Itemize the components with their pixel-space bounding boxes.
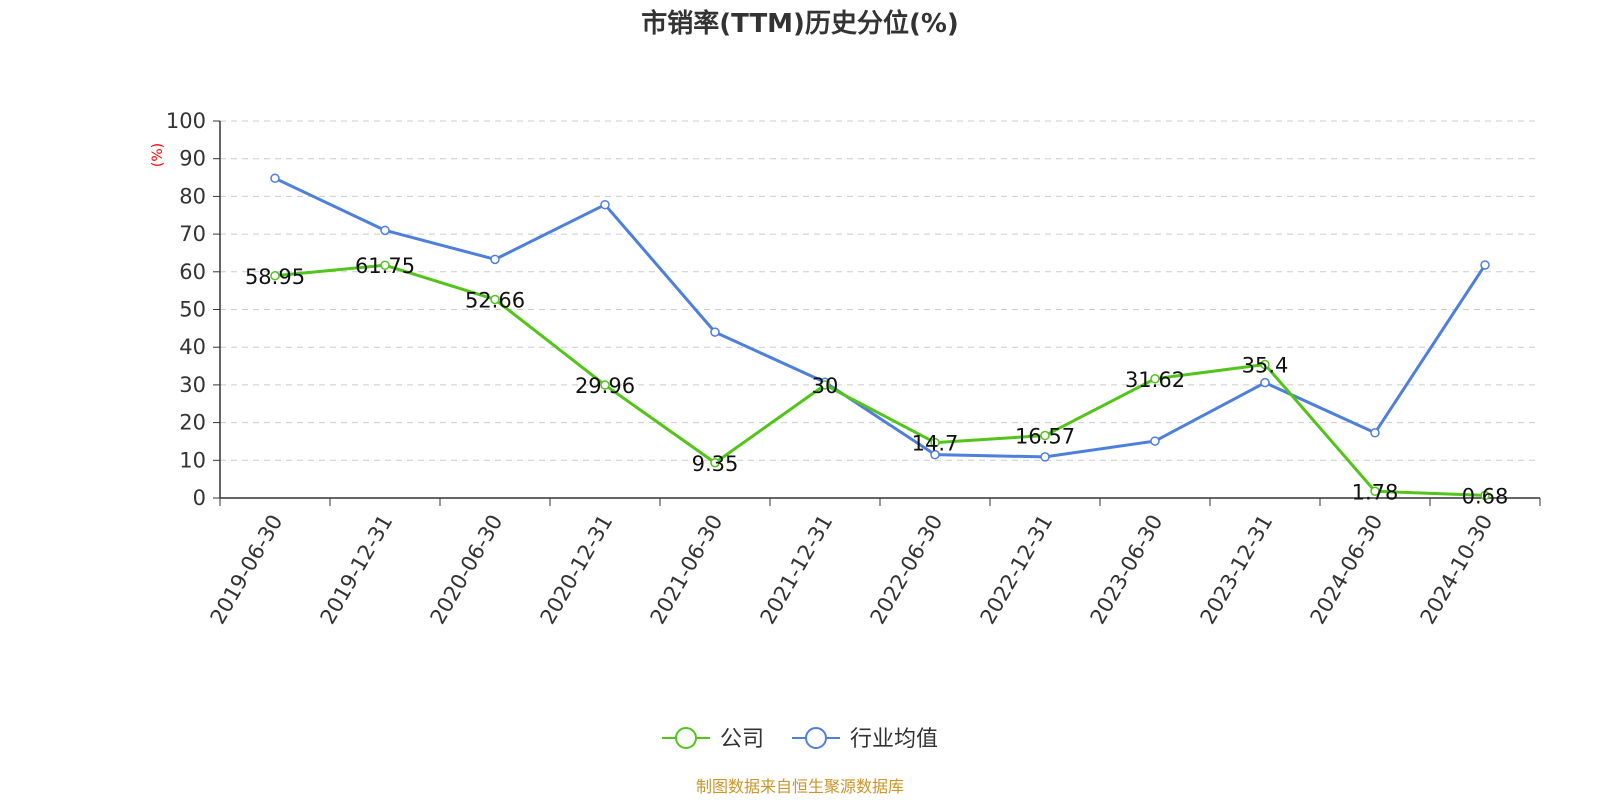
x-tick-label: 2024-10-30 xyxy=(1416,511,1498,629)
y-tick-label: 0 xyxy=(193,486,206,510)
x-tick-label: 2020-06-30 xyxy=(426,511,508,629)
data-point[interactable] xyxy=(600,380,610,390)
y-tick-label: 10 xyxy=(179,448,206,472)
y-tick-label: 30 xyxy=(179,373,206,397)
data-point[interactable] xyxy=(820,380,830,390)
x-tick-label: 2019-06-30 xyxy=(206,511,288,629)
y-axis-label: (%) xyxy=(150,143,166,167)
data-label: 31.62 xyxy=(1125,368,1185,392)
data-label: 58.95 xyxy=(245,265,305,289)
x-tick-label: 2019-12-31 xyxy=(316,511,398,629)
legend-label: 公司 xyxy=(720,727,764,752)
x-tick-label: 2023-06-30 xyxy=(1086,511,1168,629)
data-point[interactable] xyxy=(1370,428,1380,438)
x-tick-label: 2022-06-30 xyxy=(866,511,948,629)
y-tick-label: 60 xyxy=(179,260,206,284)
x-tick-label: 2023-12-31 xyxy=(1196,511,1278,629)
data-label: 0.68 xyxy=(1462,484,1509,508)
x-tick-label: 2021-06-30 xyxy=(646,511,728,629)
data-point[interactable] xyxy=(270,271,280,281)
data-label: 14.7 xyxy=(912,432,959,456)
data-label: 29.96 xyxy=(575,374,635,398)
grid xyxy=(220,120,1540,461)
data-point[interactable] xyxy=(380,225,390,236)
data-label: 35.4 xyxy=(1242,354,1289,378)
y-tick-label: 20 xyxy=(179,411,206,435)
data-point[interactable] xyxy=(490,254,500,265)
legend[interactable]: 公司 行业均值 xyxy=(662,727,938,752)
y-tick-label: 90 xyxy=(179,147,206,171)
data-point[interactable] xyxy=(930,449,940,460)
data-labels: 58.95 61.75 52.66 29.96 9.35 30 14.7 16.57 31.62… xyxy=(245,254,1508,508)
data-point[interactable] xyxy=(710,458,720,468)
data-label: 1.78 xyxy=(1352,480,1399,504)
data-label: 61.75 xyxy=(355,254,415,278)
y-tick-label: 100 xyxy=(166,109,206,133)
data-point[interactable] xyxy=(930,437,940,448)
legend-label: 行业均值 xyxy=(850,727,938,752)
data-point[interactable] xyxy=(1480,490,1490,501)
legend-marker xyxy=(675,727,697,749)
axes: 0 10 20 30 40 50 60 70 80 90 100 2019-06-30 2019-12-… xyxy=(166,109,1541,629)
data-point[interactable] xyxy=(600,199,610,210)
y-tick-label: 80 xyxy=(179,184,206,208)
data-point[interactable] xyxy=(1370,486,1380,497)
data-point[interactable] xyxy=(1150,374,1160,384)
y-tick-label: 40 xyxy=(179,335,206,359)
data-label: 30 xyxy=(812,374,839,398)
x-tick-label: 2024-06-30 xyxy=(1306,511,1388,629)
series-line-1 xyxy=(274,176,1487,459)
x-tick-label: 2020-12-31 xyxy=(536,511,618,629)
data-point[interactable] xyxy=(490,294,500,305)
data-point[interactable] xyxy=(1260,359,1270,370)
legend-item-0[interactable]: 公司 xyxy=(662,727,764,752)
data-point[interactable] xyxy=(1040,430,1050,441)
data-point[interactable] xyxy=(270,173,280,184)
data-point[interactable] xyxy=(710,327,720,337)
data-label: 16.57 xyxy=(1015,425,1075,449)
x-tick-label: 2021-12-31 xyxy=(756,511,838,629)
chart-title: 市销率(TTM)历史分位(%) xyxy=(641,8,959,39)
source-note: 制图数据来自恒生聚源数据库 xyxy=(696,777,904,796)
series-lines xyxy=(270,173,1490,501)
data-point[interactable] xyxy=(1480,260,1490,270)
data-point[interactable] xyxy=(1150,436,1160,446)
legend-marker xyxy=(805,727,827,749)
x-tick-label: 2022-12-31 xyxy=(976,511,1058,629)
legend-item-1[interactable]: 行业均值 xyxy=(792,727,938,752)
data-point[interactable] xyxy=(380,260,390,270)
data-point[interactable] xyxy=(1040,452,1050,462)
series-line-0 xyxy=(274,263,1486,497)
data-label: 9.35 xyxy=(692,452,739,476)
data-label: 52.66 xyxy=(465,288,525,312)
data-point[interactable] xyxy=(1260,377,1270,388)
y-tick-label: 70 xyxy=(179,222,206,246)
y-tick-label: 50 xyxy=(179,298,206,322)
